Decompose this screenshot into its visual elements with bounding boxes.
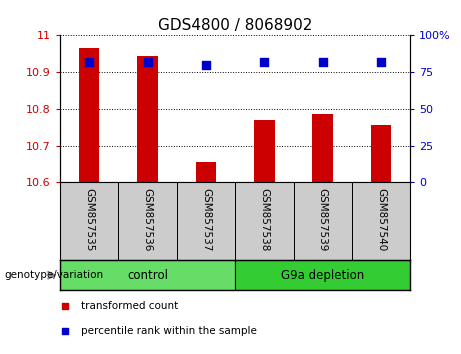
Bar [254,120,275,182]
Point [319,59,326,65]
Text: percentile rank within the sample: percentile rank within the sample [81,326,257,336]
Bar [60,260,235,290]
Point [202,62,210,68]
Point [144,59,151,65]
Bar [313,114,333,182]
Bar [352,182,410,260]
Text: GSM857539: GSM857539 [318,188,328,251]
Bar [118,182,177,260]
Text: GSM857537: GSM857537 [201,188,211,251]
Title: GDS4800 / 8068902: GDS4800 / 8068902 [158,18,312,33]
Point [260,59,268,65]
Bar [177,182,235,260]
Text: GSM857536: GSM857536 [142,188,153,251]
Text: genotype/variation: genotype/variation [5,270,104,280]
Bar [371,125,391,182]
Text: control: control [127,269,168,282]
Bar [235,260,410,290]
Bar [195,162,216,182]
Point [85,59,93,65]
Bar [137,56,158,182]
Bar [79,48,100,182]
Bar [294,182,352,260]
Text: GSM857540: GSM857540 [376,188,386,251]
Bar [235,182,294,260]
Bar [60,182,118,260]
Text: transformed count: transformed count [81,301,178,311]
Text: GSM857535: GSM857535 [84,188,94,251]
Text: G9a depletion: G9a depletion [281,269,364,282]
Point [378,59,385,65]
Text: GSM857538: GSM857538 [259,188,269,251]
